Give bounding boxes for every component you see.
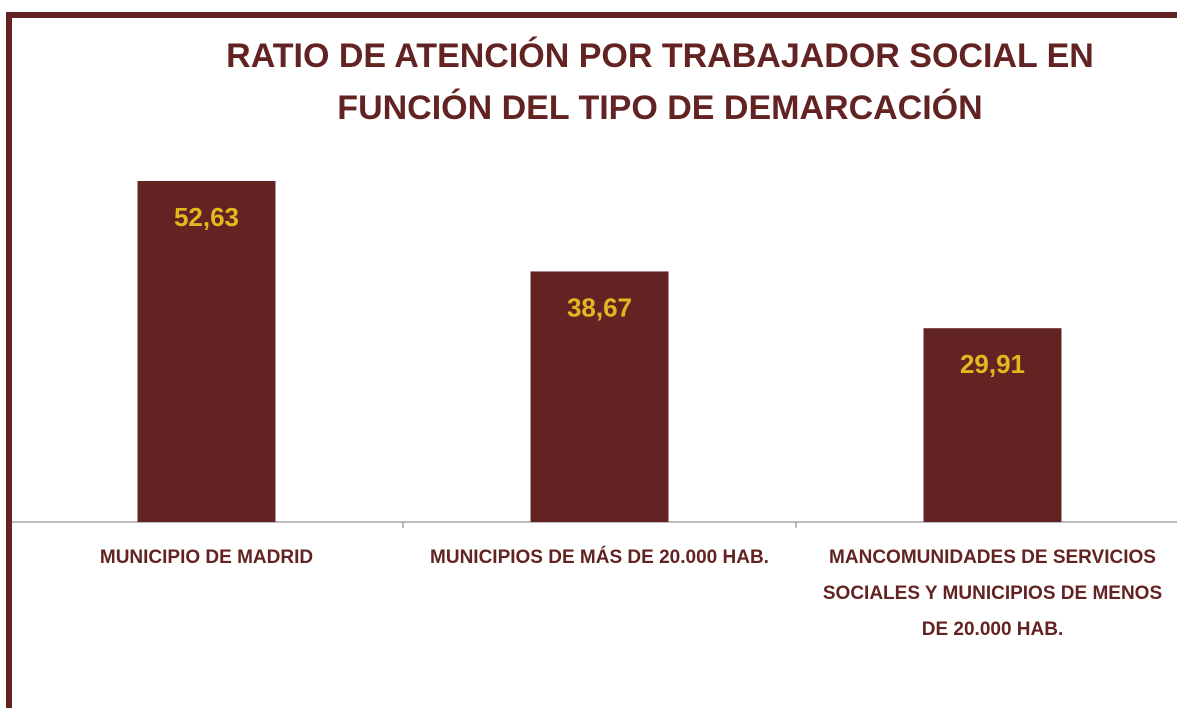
chart-title: RATIO DE ATENCIÓN POR TRABAJADOR SOCIAL …	[226, 37, 1094, 127]
data-label: 52,63	[174, 202, 239, 232]
bar	[923, 328, 1062, 522]
bar	[137, 181, 276, 522]
x-tick-label: MANCOMUNIDADES DE SERVICIOS SOCIALES Y M…	[822, 547, 1163, 640]
data-label: 38,67	[567, 292, 632, 322]
chart-frame	[6, 12, 1177, 708]
x-tick-label: MUNICIPIO DE MADRID	[99, 547, 314, 568]
data-label: 29,91	[960, 349, 1025, 379]
bar	[530, 271, 669, 522]
x-tick-label: MUNICIPIOS DE MÁS DE 20.000 HAB.	[430, 547, 769, 568]
